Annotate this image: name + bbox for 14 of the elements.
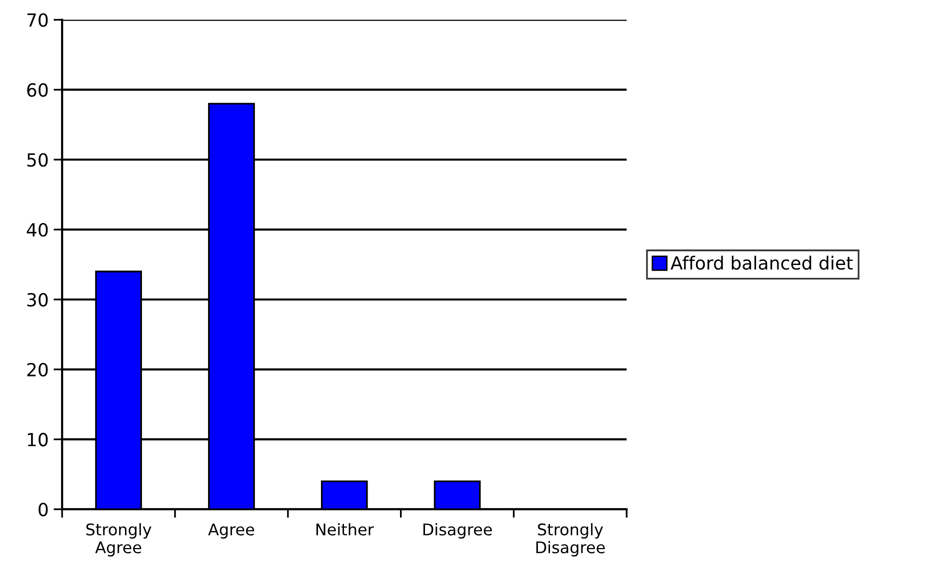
y-tick-label: 30 bbox=[27, 292, 48, 307]
x-tick-label: Strongly Agree bbox=[86, 523, 152, 556]
y-tick-label: 40 bbox=[26, 223, 48, 237]
y-tick-label: 10 bbox=[28, 432, 48, 446]
y-tick-label: 60 bbox=[27, 83, 48, 97]
y-tick-label: 50 bbox=[27, 153, 48, 167]
legend-label: Afford balanced diet bbox=[670, 256, 853, 270]
y-tick-label: 0 bbox=[38, 502, 48, 516]
x-tick-label: Agree bbox=[208, 524, 254, 539]
x-tick-label: Neither bbox=[316, 523, 374, 536]
x-tick-label: Disagree bbox=[423, 523, 492, 539]
y-tick-label: 20 bbox=[27, 362, 48, 377]
x-tick-label: Strongly Disagree bbox=[536, 523, 605, 556]
y-tick-label: 70 bbox=[27, 13, 48, 27]
